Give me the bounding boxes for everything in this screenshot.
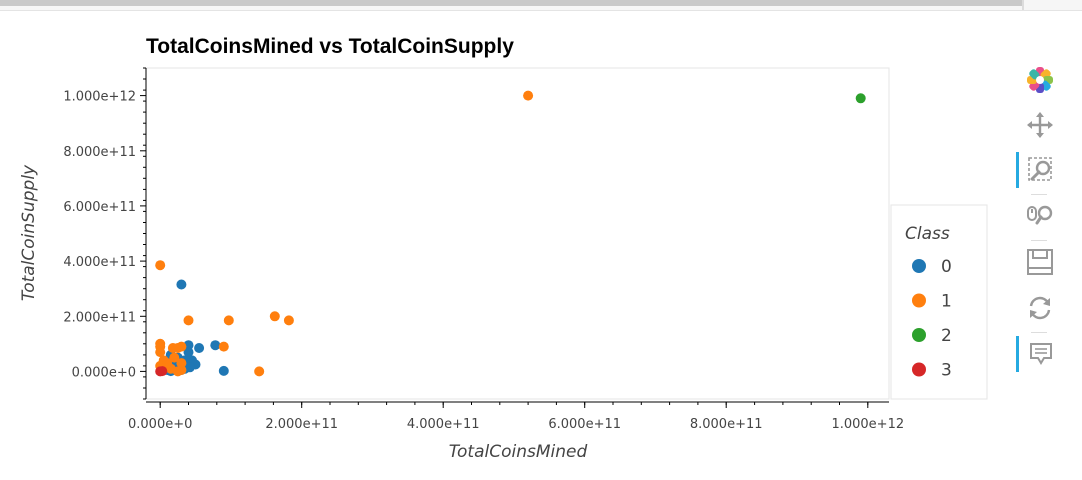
legend-swatch-class-3	[912, 362, 926, 377]
legend-label-class-3: 3	[941, 361, 952, 381]
point-class-0-4	[218, 365, 229, 376]
horizontal-scrollbar[interactable]	[0, 0, 1022, 6]
save-tool-button[interactable]	[1018, 244, 1062, 280]
legend-label-class-1: 1	[941, 292, 952, 312]
scrollbar-end	[1022, 0, 1024, 10]
point-class-1-4	[269, 311, 280, 322]
point-class-1-17	[176, 358, 187, 369]
bokeh-toolbar	[1014, 60, 1064, 390]
reset-icon	[1029, 296, 1051, 320]
y-tick-label: 1.000e+12	[63, 90, 136, 105]
y-axis-ticks: 0.000e+0 2.000e+11 4.000e+11 6.000e+11 8.000…	[63, 67, 146, 400]
box-zoom-tool-button[interactable]	[1016, 152, 1063, 188]
point-class-1-13	[155, 347, 166, 358]
reset-tool-button[interactable]	[1018, 290, 1062, 326]
point-class-1-11	[218, 341, 229, 352]
chart-title: TotalCoinsMined vs TotalCoinSupply	[146, 35, 514, 58]
wheel-zoom-icon	[1027, 205, 1053, 225]
browser-scrollbar-area	[0, 0, 1082, 11]
legend-label-class-0: 0	[941, 257, 952, 277]
y-tick-label: 0.000e+0	[72, 365, 136, 380]
legend: Class 0 1 2 3	[890, 204, 988, 400]
point-class-1-20	[169, 352, 180, 363]
point-class-1-3	[223, 315, 234, 326]
x-axis-label: TotalCoinsMined	[449, 442, 588, 462]
wheel-zoom-tool-button[interactable]	[1018, 198, 1062, 234]
y-tick-label: 6.000e+11	[63, 200, 136, 215]
legend-title: Class	[905, 224, 950, 244]
bokeh-logo-icon	[1027, 67, 1053, 93]
point-class-1-2	[183, 315, 194, 326]
point-class-1-12	[254, 366, 265, 377]
point-class-0-0	[176, 279, 187, 290]
point-class-1-21	[176, 365, 187, 375]
box-zoom-icon	[1028, 157, 1052, 181]
x-tick-label: 2.000e+11	[265, 417, 338, 432]
legend-label-class-2: 2	[941, 326, 952, 346]
plot-frame	[145, 67, 890, 400]
point-class-0-23	[184, 362, 195, 373]
y-axis-label: TotalCoinSupply	[19, 164, 39, 301]
pan-tool-button[interactable]	[1018, 107, 1062, 143]
toolbar-divider	[1031, 240, 1047, 241]
point-class-1-1	[155, 260, 166, 271]
point-class-3-1	[157, 366, 168, 377]
x-tick-label: 4.000e+11	[407, 417, 480, 432]
y-tick-label: 2.000e+11	[63, 310, 136, 325]
legend-swatch-class-0	[912, 259, 926, 273]
point-class-0-3	[194, 343, 205, 353]
x-tick-label: 6.000e+11	[548, 417, 621, 432]
point-class-0-2	[210, 340, 221, 351]
x-tick-label: 8.000e+11	[690, 417, 763, 432]
toolbar-divider	[1031, 194, 1047, 195]
legend-swatch-class-2	[912, 328, 926, 342]
x-axis-ticks: 0.000e+0 2.000e+11 4.000e+11 6.000e+11 8.000…	[128, 402, 904, 432]
toolbar-divider	[1031, 332, 1047, 333]
point-class-1-10	[172, 343, 183, 353]
scatter-chart: TotalCoinsMined vs TotalCoinSupply 0.000…	[19, 35, 988, 462]
point-class-0-13	[183, 347, 194, 358]
save-icon	[1027, 249, 1053, 275]
x-tick-label: 0.000e+0	[128, 417, 192, 432]
point-class-1-23	[162, 358, 173, 369]
y-tick-label: 8.000e+11	[63, 145, 136, 160]
bokeh-logo-button[interactable]	[1018, 62, 1062, 98]
data-points	[155, 90, 866, 377]
hover-icon	[1030, 343, 1052, 365]
hover-tool-button[interactable]	[1016, 336, 1063, 372]
legend-items: 0 1 2 3	[912, 257, 952, 381]
x-tick-label: 1.000e+12	[831, 417, 904, 432]
pan-icon	[1027, 112, 1053, 138]
y-tick-label: 4.000e+11	[63, 255, 136, 270]
point-class-1-5	[283, 315, 294, 326]
point-class-1-0	[523, 90, 534, 101]
legend-box	[890, 204, 988, 400]
legend-swatch-class-1	[912, 293, 926, 308]
point-class-2-0	[855, 93, 866, 104]
